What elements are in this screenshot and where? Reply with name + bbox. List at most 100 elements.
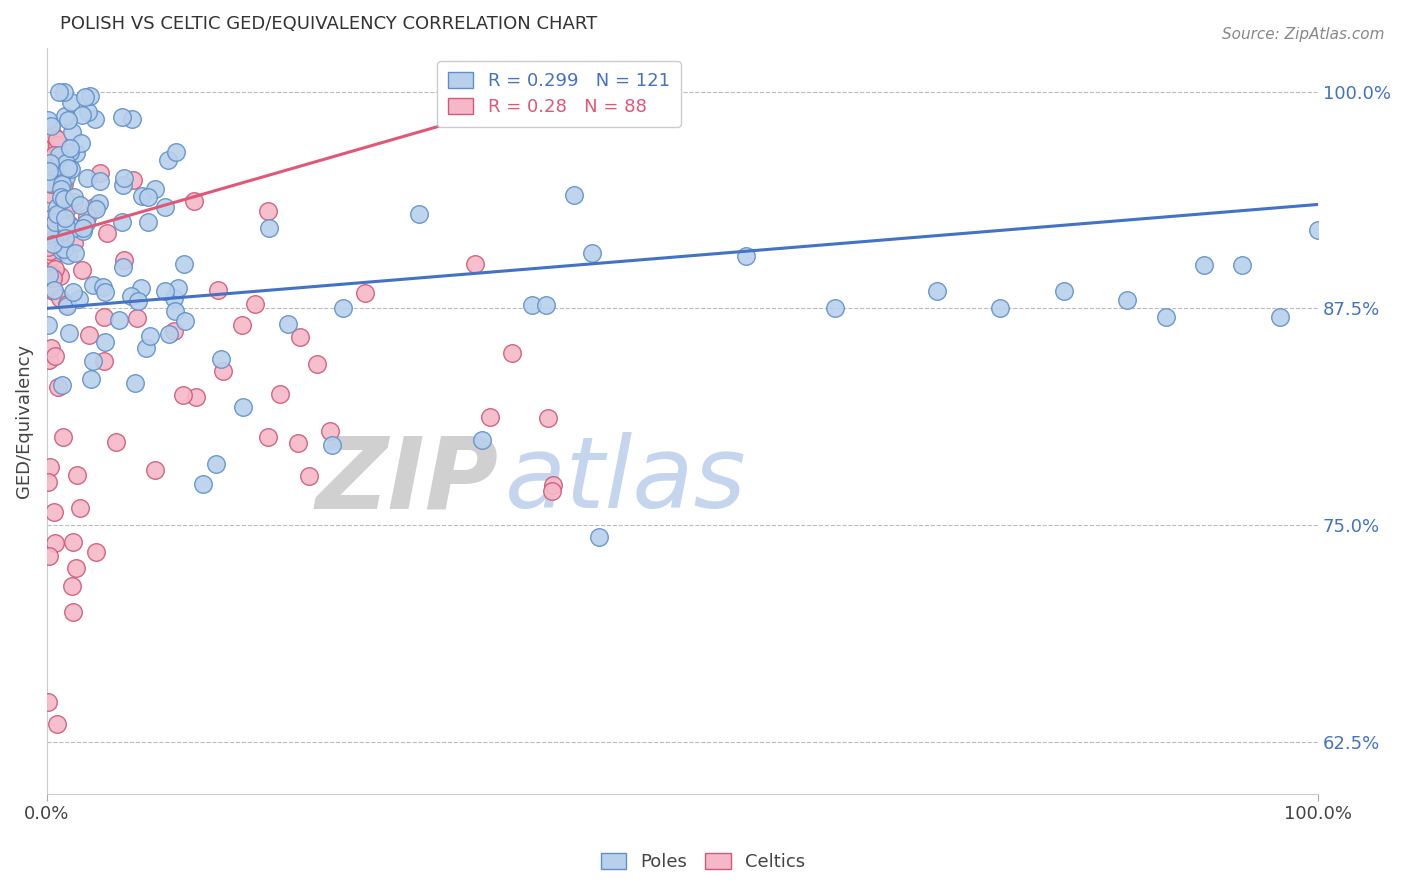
Point bbox=[157, 153, 180, 168]
Point bbox=[39, 222, 62, 236]
Point bbox=[45, 200, 67, 214]
Point bbox=[163, 291, 186, 305]
Point bbox=[112, 178, 135, 192]
Point bbox=[70, 108, 93, 122]
Point bbox=[122, 173, 145, 187]
Point bbox=[65, 246, 87, 260]
Point bbox=[55, 297, 77, 311]
Point bbox=[49, 190, 72, 204]
Point bbox=[79, 89, 101, 103]
Point bbox=[37, 113, 59, 128]
Point bbox=[257, 430, 280, 444]
Point bbox=[167, 281, 190, 295]
Point bbox=[53, 231, 76, 245]
Point bbox=[269, 387, 291, 401]
Point bbox=[60, 95, 83, 109]
Point bbox=[287, 436, 309, 450]
Point bbox=[58, 217, 80, 231]
Point bbox=[46, 137, 69, 152]
Point bbox=[42, 237, 65, 252]
Point bbox=[588, 530, 610, 544]
Point bbox=[824, 301, 846, 316]
Point bbox=[209, 351, 232, 366]
Point bbox=[84, 202, 107, 216]
Point bbox=[129, 281, 152, 295]
Point bbox=[581, 245, 603, 260]
Point bbox=[471, 433, 494, 447]
Point bbox=[76, 210, 98, 224]
Point bbox=[51, 182, 73, 196]
Point bbox=[80, 372, 103, 386]
Point bbox=[52, 430, 75, 444]
Point bbox=[501, 345, 523, 359]
Point bbox=[39, 460, 62, 475]
Point bbox=[38, 243, 60, 257]
Point bbox=[70, 136, 93, 150]
Point bbox=[37, 258, 59, 272]
Point bbox=[172, 387, 194, 401]
Point bbox=[59, 145, 82, 159]
Point bbox=[38, 164, 60, 178]
Point bbox=[89, 174, 111, 188]
Point bbox=[41, 119, 63, 133]
Point bbox=[66, 468, 89, 483]
Point bbox=[925, 284, 948, 298]
Point bbox=[562, 187, 585, 202]
Point bbox=[39, 239, 62, 253]
Point bbox=[520, 298, 543, 312]
Point bbox=[107, 313, 129, 327]
Point bbox=[354, 286, 377, 301]
Point bbox=[127, 293, 149, 308]
Point bbox=[51, 377, 73, 392]
Point bbox=[48, 268, 70, 283]
Point bbox=[319, 424, 342, 438]
Point bbox=[37, 318, 59, 332]
Point bbox=[56, 300, 79, 314]
Point bbox=[48, 147, 70, 161]
Point bbox=[112, 260, 135, 274]
Point bbox=[44, 215, 66, 229]
Point bbox=[131, 189, 153, 203]
Point bbox=[41, 268, 63, 282]
Point bbox=[231, 318, 253, 333]
Point bbox=[37, 240, 59, 254]
Point bbox=[173, 314, 195, 328]
Point bbox=[55, 219, 77, 233]
Point bbox=[46, 207, 69, 221]
Point bbox=[173, 257, 195, 271]
Point bbox=[63, 190, 86, 204]
Point bbox=[136, 190, 159, 204]
Point bbox=[48, 231, 70, 245]
Point bbox=[82, 277, 104, 292]
Point bbox=[277, 317, 299, 331]
Point bbox=[46, 717, 69, 731]
Point bbox=[59, 141, 82, 155]
Point bbox=[72, 221, 94, 235]
Point bbox=[1192, 258, 1215, 272]
Point bbox=[479, 410, 502, 425]
Point bbox=[94, 285, 117, 299]
Point bbox=[51, 177, 73, 191]
Point bbox=[60, 579, 83, 593]
Point bbox=[112, 170, 135, 185]
Point bbox=[44, 160, 66, 174]
Point bbox=[105, 434, 128, 449]
Point bbox=[408, 207, 430, 221]
Point bbox=[204, 457, 226, 471]
Point bbox=[42, 148, 65, 162]
Point bbox=[42, 505, 65, 519]
Point bbox=[55, 202, 77, 217]
Point bbox=[1268, 310, 1291, 324]
Point bbox=[91, 279, 114, 293]
Point bbox=[59, 162, 82, 177]
Text: atlas: atlas bbox=[505, 433, 747, 529]
Point bbox=[62, 605, 84, 619]
Point bbox=[65, 561, 87, 575]
Point bbox=[38, 352, 60, 367]
Point bbox=[159, 327, 181, 342]
Point bbox=[58, 326, 80, 341]
Text: POLISH VS CELTIC GED/EQUIVALENCY CORRELATION CHART: POLISH VS CELTIC GED/EQUIVALENCY CORRELA… bbox=[59, 15, 598, 33]
Point bbox=[76, 170, 98, 185]
Point bbox=[38, 549, 60, 564]
Point bbox=[76, 104, 98, 119]
